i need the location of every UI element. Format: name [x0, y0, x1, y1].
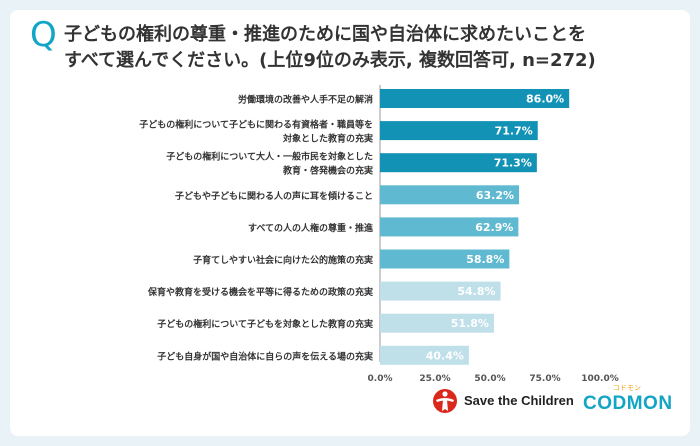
- bar-value-label-6: 58.8%: [466, 253, 504, 266]
- bar-8: [380, 313, 494, 333]
- bar-value-label-1: 86.0%: [526, 93, 564, 106]
- category-label-2-line-2: 対象とした教育の充実: [282, 133, 373, 145]
- bar-value-label-8: 51.8%: [451, 317, 489, 330]
- bar-6: [380, 249, 510, 269]
- save-the-children-text: Save the Children: [464, 392, 574, 408]
- category-label-6: 子育てしやすい社会に向けた公的施策の充実: [193, 254, 373, 266]
- save-the-children-icon: [433, 389, 457, 413]
- chart-card: [10, 10, 690, 436]
- bar-value-label-9: 40.4%: [426, 349, 464, 362]
- x-tick-label-5: 100.0%: [581, 374, 619, 384]
- bar-value-label-3: 71.3%: [494, 157, 532, 170]
- bar-4: [380, 185, 520, 205]
- category-label-8: 子どもの権利について子どもを対象とした教育の充実: [157, 318, 373, 330]
- x-tick-label-4: 75.0%: [529, 374, 560, 384]
- bar-5: [380, 217, 519, 237]
- save-the-children-logo: Save the Children: [432, 386, 574, 414]
- category-label-3-line-2: 教育・啓発機会の充実: [282, 165, 373, 177]
- category-label-1: 労働環境の改善や人手不足の解消: [238, 94, 373, 106]
- bar-1: [380, 89, 570, 108]
- question-mark: Q: [30, 15, 57, 55]
- chart-title-line-1: 子どもの権利の尊重・推進のために国や自治体に求めたいことを: [64, 24, 586, 45]
- bar-value-label-7: 54.8%: [457, 285, 495, 298]
- category-label-2-line-1: 子どもの権利について子どもに関わる有資格者・職員等を: [139, 119, 373, 131]
- bar-value-label-4: 63.2%: [476, 189, 514, 202]
- bar-value-label-2: 71.7%: [495, 125, 533, 138]
- bar-2: [380, 121, 538, 141]
- bar-7: [380, 281, 501, 301]
- category-label-5: すべての人の人権の尊重・推進: [248, 222, 374, 234]
- x-tick-label-2: 25.0%: [419, 374, 450, 384]
- chart-title: 子どもの権利の尊重・推進のために国や自治体に求めたいことを すべて選んでください…: [64, 22, 664, 74]
- codmon-small-text: コドモン: [613, 384, 641, 392]
- category-label-4: 子どもや子どもに関わる人の声に耳を傾けること: [175, 190, 373, 202]
- codmon-logo: コドモン CODMON: [583, 383, 673, 417]
- category-label-3-line-1: 子どもの権利について大人・一般市民を対象とした: [166, 151, 373, 163]
- x-tick-label-1: 0.0%: [368, 374, 393, 384]
- bar-value-label-5: 62.9%: [475, 221, 513, 234]
- category-label-7: 保育や教育を受ける機会を平等に得るための政策の充実: [147, 286, 373, 298]
- x-tick-label-3: 50.0%: [474, 374, 505, 384]
- category-label-9: 子ども自身が国や自治体に自らの声を伝える場の充実: [157, 350, 373, 362]
- codmon-text: CODMON: [583, 393, 673, 414]
- bar-9: [380, 345, 469, 365]
- bar-3: [380, 153, 537, 173]
- chart-title-line-2: すべて選んでください。(上位9位のみ表示, 複数回答可, n=272): [64, 50, 596, 71]
